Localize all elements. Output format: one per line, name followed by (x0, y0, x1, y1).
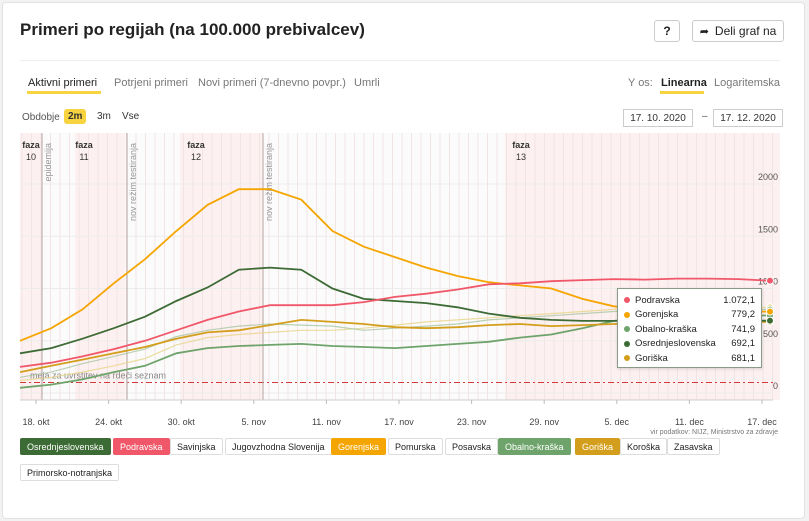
yaxis-underline (660, 91, 704, 94)
help-label: ? (663, 24, 671, 38)
chart-events: epidemija nov režim testiranja nov režim t… (41, 133, 274, 400)
legend-chip[interactable]: Jugovzhodna Slovenija (225, 438, 332, 455)
event-label: nov režim testiranja (128, 143, 138, 221)
x-tick-label: 17. dec (747, 417, 777, 427)
phase-title: faza (75, 140, 94, 150)
header-divider (20, 60, 780, 61)
legend-chip[interactable]: Pomurska (388, 438, 443, 455)
y-tick-label: 1500 (758, 224, 778, 234)
x-tick-label: 30. okt (168, 417, 196, 427)
tooltip-series-value: 692,1 (731, 338, 755, 350)
period-label: Obdobje (22, 112, 60, 123)
tooltip-row: Osrednjeslovenska 692,1 (624, 337, 755, 352)
chart-tooltip: Podravska 1.072,1 Gorenjska 779,2 Obalno-kra… (617, 288, 762, 368)
tab-new-cases[interactable]: Novi primeri (7-dnevno povpr.) (198, 77, 346, 89)
period-3m[interactable]: 3m (97, 111, 111, 122)
x-tick-label: 5. dec (605, 417, 630, 427)
period-all[interactable]: Vse (122, 111, 140, 122)
x-tick-label: 11. dec (675, 417, 704, 427)
phase-title: faza (22, 140, 41, 150)
tooltip-series-name: Goriška (635, 352, 668, 364)
tooltip-series-value: 779,2 (731, 309, 755, 321)
x-tick-label: 11. nov (312, 417, 341, 427)
tooltip-series-name: Podravska (635, 294, 680, 306)
phase-number: 11 (79, 152, 88, 162)
share-icon: ➦ (699, 25, 709, 38)
legend-chip[interactable]: Savinjska (170, 438, 223, 455)
period-2m[interactable]: 2m (64, 109, 87, 124)
title-text: Primeri po regijah (na 100.000 prebivalc… (20, 20, 365, 39)
y-tick-label: 0 (773, 381, 778, 391)
phase-number: 13 (516, 152, 526, 162)
series-end-point (766, 316, 774, 325)
date-from-input[interactable]: 17. 10. 2020 (623, 109, 693, 127)
legend-chip[interactable]: Osrednjeslovenska (20, 438, 111, 455)
y-tick-label: 2000 (758, 172, 778, 182)
tooltip-row: Obalno-kraška 741,9 (624, 322, 755, 337)
yaxis-linear[interactable]: Linearna (661, 77, 707, 89)
series-color-dot (624, 311, 630, 318)
y-tick-label: 500 (763, 329, 778, 339)
event-label: epidemija (43, 143, 53, 182)
series-color-dot (624, 297, 630, 304)
share-button[interactable]: ➦ Deli graf na (692, 20, 784, 42)
help-button[interactable]: ? (654, 20, 680, 42)
tooltip-series-name: Obalno-kraška (635, 323, 697, 335)
legend-chip[interactable]: Zasavska (667, 438, 720, 455)
tab-deaths[interactable]: Umrli (354, 77, 380, 89)
share-label: Deli graf na (714, 24, 777, 38)
x-tick-label: 5. nov (242, 417, 267, 427)
tooltip-series-value: 1.072,1 (723, 294, 755, 306)
tooltip-series-value: 681,1 (731, 352, 755, 364)
yaxis-log[interactable]: Logaritemska (714, 77, 781, 89)
series-end-point (766, 307, 774, 316)
legend-chip[interactable]: Podravska (113, 438, 170, 455)
yaxis-label: Y os: (628, 77, 653, 89)
tooltip-row: Gorenjska 779,2 (624, 308, 755, 323)
x-tick-label: 29. nov (529, 417, 559, 427)
tooltip-row: Goriška 681,1 (624, 351, 755, 366)
tab-underline (27, 91, 101, 94)
chart-phases: faza 10 faza 11 faza 12 faza 13 (22, 140, 531, 162)
legend-chip[interactable]: Koroška (620, 438, 668, 455)
legend-chip[interactable]: Obalno-kraška (498, 438, 571, 455)
series-color-dot (624, 326, 630, 333)
tab-active-cases[interactable]: Aktivni primeri (28, 77, 98, 89)
tooltip-series-value: 741,9 (731, 323, 755, 335)
tooltip-series-name: Gorenjska (635, 309, 679, 321)
tab-confirmed-cases[interactable]: Potrjeni primeri (114, 77, 188, 89)
series-line-podravska (19, 277, 771, 368)
series-color-dot (624, 355, 630, 362)
legend-chip[interactable]: Primorsko-notranjska (20, 464, 120, 481)
x-tick-label: 18. okt (22, 417, 50, 427)
series-end-point (766, 276, 774, 285)
source-note: vir podatkov: NIJZ, Ministrstvo za zdrav… (650, 429, 778, 436)
phase-number: 12 (191, 152, 201, 162)
phase-title: faza (187, 140, 206, 150)
tooltip-series-name: Osrednjeslovenska (635, 338, 716, 350)
phase-title: faza (512, 140, 531, 150)
legend-chip[interactable]: Posavska (445, 438, 499, 455)
x-tick-label: 17. nov (384, 417, 414, 427)
chart-axes: 18. okt 24. okt 30. okt 5. nov 11. nov 17. no… (20, 399, 778, 436)
legend-chip[interactable]: Goriška (575, 438, 621, 455)
date-separator: – (702, 111, 708, 122)
legend-chip[interactable]: Gorenjska (331, 438, 387, 455)
phase-number: 10 (26, 152, 36, 162)
date-to-input[interactable]: 17. 12. 2020 (713, 109, 783, 127)
x-tick-label: 24. okt (95, 417, 123, 427)
page-title: Primeri po regijah (na 100.000 prebivalc… (20, 20, 365, 40)
series-color-dot (624, 340, 630, 347)
event-label: nov režim testiranja (264, 143, 274, 221)
x-tick-label: 23. nov (457, 417, 487, 427)
tooltip-row: Podravska 1.072,1 (624, 293, 755, 308)
